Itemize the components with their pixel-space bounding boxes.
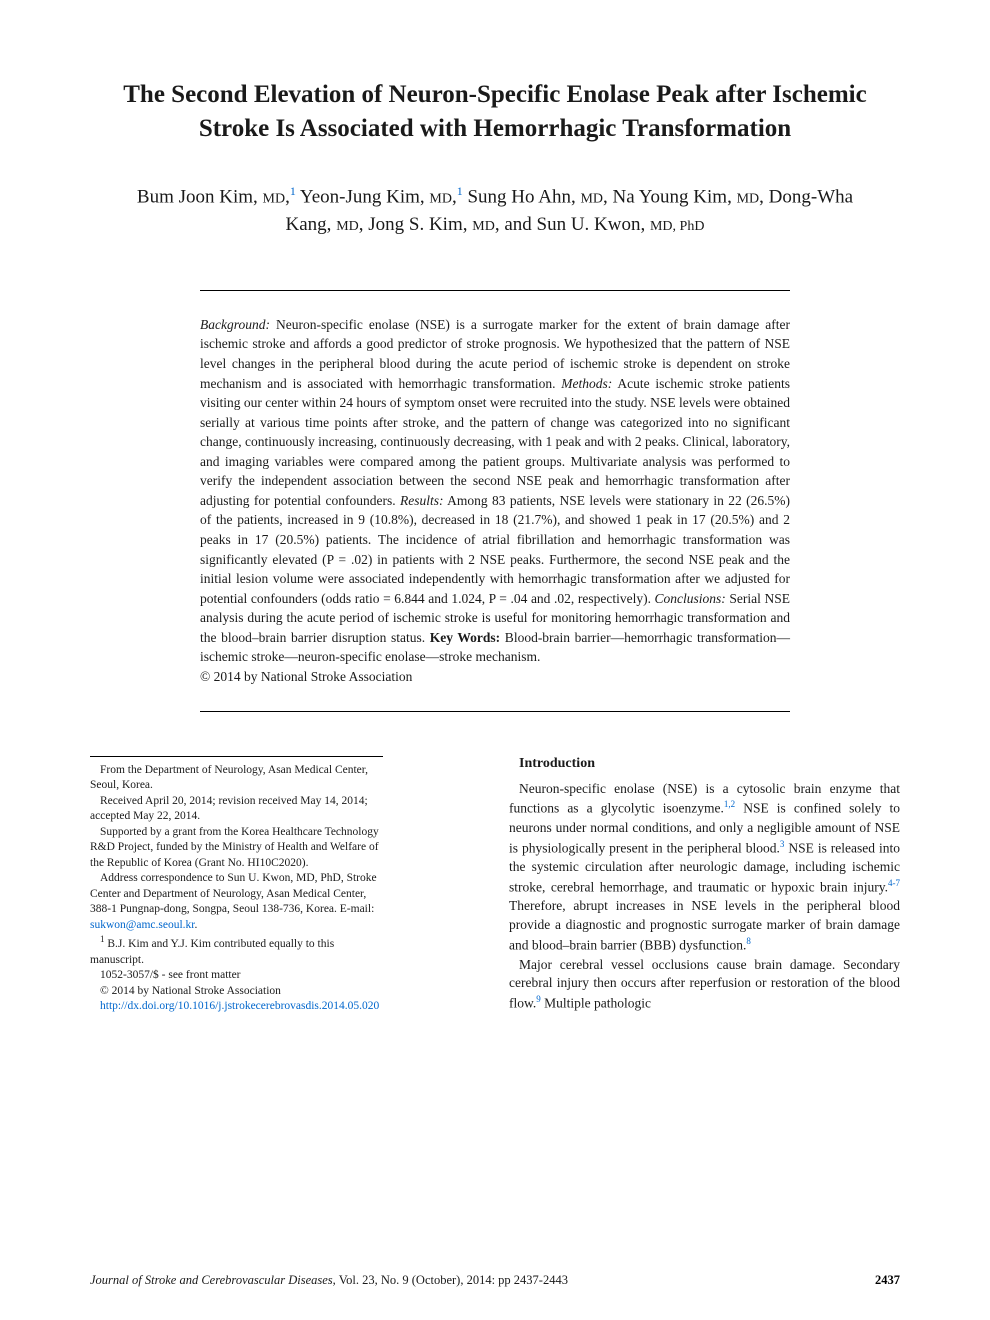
footnote-correspondence: Address correspondence to Sun U. Kwon, M… [90, 871, 383, 933]
intro-paragraph-1: Neuron-specific enolase (NSE) is a cytos… [509, 780, 900, 956]
introduction-heading: Introduction [509, 756, 900, 772]
abstract-text: Background: Neuron-specific enolase (NSE… [200, 315, 790, 687]
article-title: The Second Elevation of Neuron-Specific … [90, 78, 900, 146]
journal-citation: Journal of Stroke and Cerebrovascular Di… [90, 1273, 568, 1288]
footnote-affiliation: From the Department of Neurology, Asan M… [90, 763, 383, 794]
author-list: Bum Joon Kim, MD,1 Yeon-Jung Kim, MD,1 S… [90, 182, 900, 240]
footnote-contribution: 1 B.J. Kim and Y.J. Kim contributed equa… [90, 933, 383, 968]
page-footer: Journal of Stroke and Cerebrovascular Di… [90, 1273, 900, 1288]
footnote-issn: 1052-3057/$ - see front matter [90, 968, 383, 984]
abstract-box: Background: Neuron-specific enolase (NSE… [200, 290, 790, 712]
footnote-received: Received April 20, 2014; revision receiv… [90, 794, 383, 825]
footnote-email-suffix: . [195, 919, 198, 931]
footnotes-block: From the Department of Neurology, Asan M… [90, 756, 383, 1015]
abstract-results-label: Results: [400, 493, 444, 508]
footnote-address-pre: Address correspondence to Sun U. Kwon, M… [90, 872, 377, 915]
footnote-contrib-text: B.J. Kim and Y.J. Kim contributed equall… [90, 938, 334, 966]
abstract-methods-label: Methods: [561, 376, 612, 391]
abstract-keywords-label: Key Words: [430, 630, 500, 645]
footnote-doi: http://dx.doi.org/10.1016/j.jstrokecereb… [90, 999, 383, 1015]
intro-p2-b: Multiple pathologic [541, 996, 651, 1011]
correspondence-email-link[interactable]: sukwon@amc.seoul.kr [90, 919, 195, 931]
intro-p1-d: Therefore, abrupt increases in NSE level… [509, 898, 900, 952]
abstract-results: Among 83 patients, NSE levels were stati… [200, 493, 790, 606]
citation-8[interactable]: 8 [746, 936, 751, 946]
intro-paragraph-2: Major cerebral vessel occlusions cause b… [509, 956, 900, 1014]
footnote-support: Supported by a grant from the Korea Heal… [90, 825, 383, 872]
citation-4-7[interactable]: 4-7 [888, 878, 900, 888]
abstract-conclusions-label: Conclusions: [655, 591, 726, 606]
two-column-body: From the Department of Neurology, Asan M… [90, 756, 900, 1015]
abstract-copyright: © 2014 by National Stroke Association [200, 669, 412, 684]
left-column: From the Department of Neurology, Asan M… [90, 756, 481, 1015]
doi-link[interactable]: http://dx.doi.org/10.1016/j.jstrokecereb… [100, 1000, 379, 1012]
right-column: Introduction Neuron-specific enolase (NS… [509, 756, 900, 1015]
abstract-background-label: Background: [200, 317, 270, 332]
footnote-copyright: © 2014 by National Stroke Association [90, 984, 383, 1000]
introduction-body: Neuron-specific enolase (NSE) is a cytos… [509, 780, 900, 1014]
journal-name: Journal of Stroke and Cerebrovascular Di… [90, 1273, 336, 1287]
abstract-methods: Acute ischemic stroke patients visiting … [200, 376, 790, 508]
citation-1-2[interactable]: 1,2 [724, 799, 735, 809]
page-number: 2437 [875, 1273, 900, 1288]
journal-issue: Vol. 23, No. 9 (October), 2014: pp 2437-… [336, 1273, 568, 1287]
